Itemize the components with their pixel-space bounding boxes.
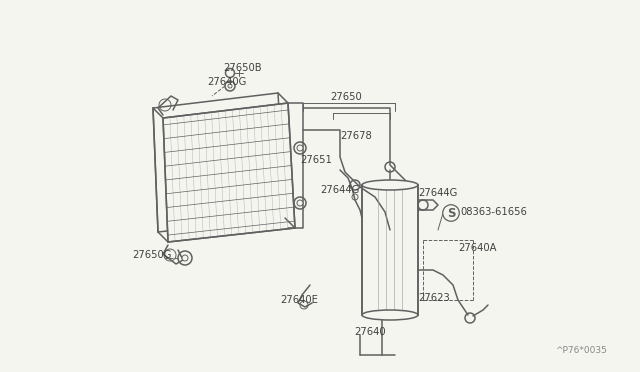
Polygon shape — [153, 93, 285, 232]
Text: S: S — [447, 206, 455, 219]
Circle shape — [228, 84, 232, 88]
Ellipse shape — [362, 180, 418, 190]
Circle shape — [297, 200, 303, 206]
Circle shape — [297, 145, 303, 151]
Text: 27651: 27651 — [300, 155, 332, 165]
Text: 27678: 27678 — [340, 131, 372, 141]
Polygon shape — [163, 103, 295, 242]
Text: ^P76*0035: ^P76*0035 — [555, 346, 607, 355]
Text: 27644G: 27644G — [418, 188, 458, 198]
Text: 27644G: 27644G — [320, 185, 360, 195]
Text: 08363-61656: 08363-61656 — [460, 207, 527, 217]
Text: 27650: 27650 — [330, 92, 362, 102]
Text: 27650G: 27650G — [132, 250, 172, 260]
Text: 27623: 27623 — [418, 293, 450, 303]
Circle shape — [182, 255, 188, 261]
Text: 27640G: 27640G — [207, 77, 246, 87]
Ellipse shape — [362, 310, 418, 320]
Text: 27640E: 27640E — [280, 295, 318, 305]
Text: 27650B: 27650B — [223, 63, 262, 73]
Text: 27640: 27640 — [354, 327, 386, 337]
Text: 27640A: 27640A — [458, 243, 497, 253]
